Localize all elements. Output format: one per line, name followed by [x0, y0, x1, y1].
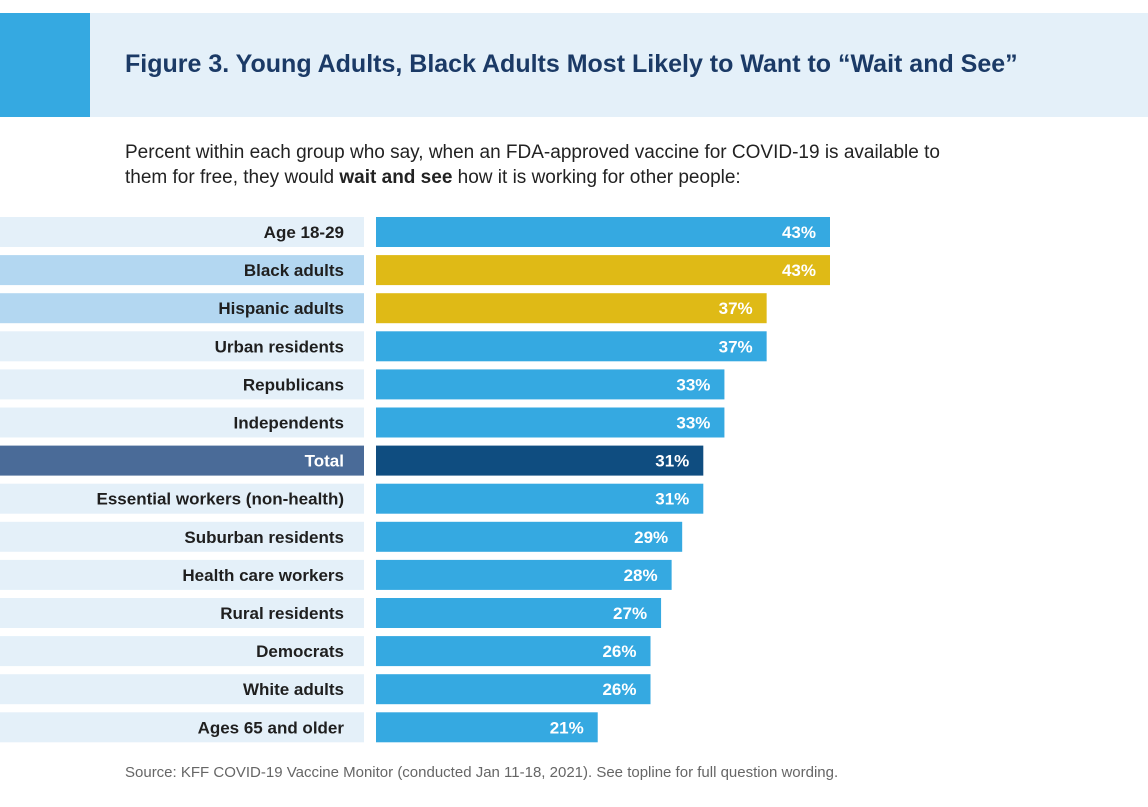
category-label: Democrats: [256, 642, 344, 661]
category-label: Urban residents: [215, 337, 344, 356]
category-label: Hispanic adults: [218, 299, 344, 318]
data-label: 26%: [602, 642, 636, 661]
bar: [376, 255, 830, 286]
category-label: Essential workers (non-health): [97, 490, 345, 509]
chart-subtitle: Percent within each group who say, when …: [125, 140, 985, 190]
category-label-bg: [0, 407, 364, 438]
category-label-bg: [0, 521, 364, 552]
category-label: Total: [305, 452, 344, 471]
data-label: 26%: [602, 680, 636, 699]
bar: [376, 598, 662, 628]
subtitle-text-pre: Percent within each group who say, when …: [125, 142, 940, 188]
subtitle-text-post: how it is working for other people:: [452, 167, 741, 188]
category-label: Black adults: [244, 261, 344, 280]
bar: [376, 674, 651, 705]
data-label: 28%: [624, 566, 658, 585]
bar: [376, 445, 704, 476]
category-label: Independents: [233, 414, 344, 433]
category-label-bg: [0, 636, 364, 667]
category-label-bg: [0, 598, 364, 628]
source-note: Source: KFF COVID-19 Vaccine Monitor (co…: [125, 764, 839, 781]
category-label: Rural residents: [220, 604, 344, 623]
category-label-bg: [0, 483, 364, 514]
category-label: Suburban residents: [184, 528, 344, 547]
data-label: 31%: [655, 490, 689, 509]
category-label: Republicans: [243, 375, 344, 394]
category-label-bg: [0, 331, 364, 362]
bar-chart: Age 18-29 43% Black adults 43% Hispanic adul…: [0, 217, 830, 743]
category-label-bg: [0, 559, 364, 590]
data-label: 31%: [655, 452, 689, 471]
category-label-bg: [0, 674, 364, 705]
category-label-bg: [0, 445, 364, 476]
category-label-bg: [0, 217, 364, 247]
data-label: 21%: [550, 718, 584, 737]
data-label: 43%: [782, 223, 816, 242]
category-label-bg: [0, 255, 364, 286]
data-label: 33%: [676, 414, 710, 433]
category-label-bg: [0, 293, 364, 324]
header-accent-block: [0, 13, 90, 117]
data-label: 37%: [719, 299, 753, 318]
data-label: 37%: [719, 337, 753, 356]
data-label: 33%: [676, 375, 710, 394]
subtitle-text-bold: wait and see: [339, 167, 453, 188]
bar: [376, 407, 725, 438]
bar: [376, 636, 651, 667]
bar: [376, 712, 598, 743]
data-label: 29%: [634, 528, 668, 547]
category-label-bg: [0, 369, 364, 400]
data-label: 27%: [613, 604, 647, 623]
chart-title: Figure 3. Young Adults, Black Adults Mos…: [125, 50, 1018, 78]
category-label-bg: [0, 712, 364, 743]
bar: [376, 483, 704, 514]
bar: [376, 559, 672, 590]
bar: [376, 293, 767, 324]
category-label: Health care workers: [182, 566, 344, 585]
bar: [376, 217, 830, 247]
category-label: White adults: [243, 680, 344, 699]
bar: [376, 521, 683, 552]
category-label: Age 18-29: [264, 223, 344, 242]
header-band: [0, 13, 1148, 117]
bar: [376, 331, 767, 362]
bar: [376, 369, 725, 400]
category-label: Ages 65 and older: [198, 718, 345, 737]
data-label: 43%: [782, 261, 816, 280]
